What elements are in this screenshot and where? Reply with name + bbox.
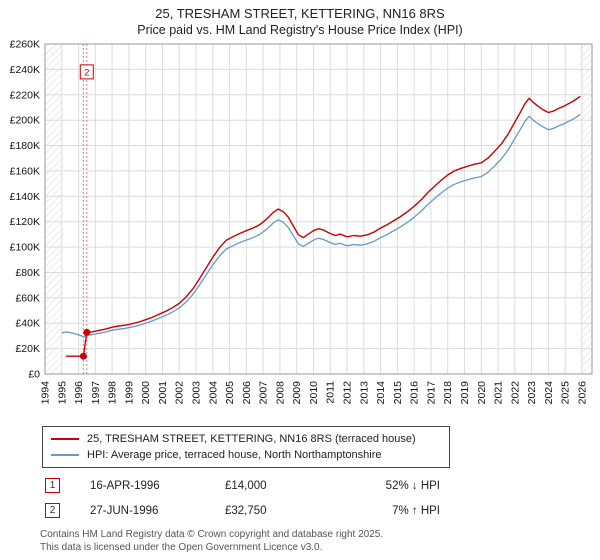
page-subtitle: Price paid vs. HM Land Registry's House … — [137, 23, 463, 37]
transaction-list: 1 16-APR-1996 £14,000 52% ↓ HPI 2 27-JUN… — [45, 473, 565, 523]
license-footer: Contains HM Land Registry data © Crown c… — [40, 529, 383, 554]
transaction-row-2: 2 27-JUN-1996 £32,750 7% ↑ HPI — [45, 498, 565, 523]
svg-text:2000: 2000 — [140, 381, 152, 405]
svg-text:2011: 2011 — [325, 381, 337, 404]
svg-text:£180K: £180K — [10, 140, 40, 152]
page-title: 25, TRESHAM STREET, KETTERING, NN16 8RS — [155, 6, 445, 21]
svg-text:£60K: £60K — [15, 292, 40, 304]
svg-text:2007: 2007 — [258, 381, 270, 405]
svg-text:2021: 2021 — [493, 381, 505, 405]
transaction-hpi-delta: 7% ↑ HPI — [392, 504, 440, 517]
svg-text:2016: 2016 — [409, 381, 421, 405]
legend-label-property: 25, TRESHAM STREET, KETTERING, NN16 8RS … — [87, 433, 416, 445]
svg-text:2019: 2019 — [459, 381, 471, 405]
red-line-swatch — [51, 438, 79, 440]
svg-text:2012: 2012 — [342, 381, 354, 405]
svg-text:£220K: £220K — [10, 89, 40, 101]
svg-text:2009: 2009 — [291, 381, 303, 405]
svg-text:£40K: £40K — [15, 318, 40, 330]
transaction-price: £32,750 — [225, 504, 267, 517]
svg-text:2003: 2003 — [191, 381, 203, 405]
svg-text:1996: 1996 — [73, 381, 85, 405]
svg-text:2018: 2018 — [442, 381, 454, 405]
svg-text:2008: 2008 — [274, 381, 286, 405]
svg-text:1998: 1998 — [107, 381, 119, 405]
svg-text:£20K: £20K — [15, 343, 40, 355]
svg-text:2020: 2020 — [476, 381, 488, 405]
transaction-hpi-delta: 52% ↓ HPI — [385, 479, 440, 492]
svg-text:£260K: £260K — [10, 39, 40, 51]
svg-text:2025: 2025 — [560, 381, 572, 405]
svg-text:£0: £0 — [28, 369, 40, 381]
transaction-row-1: 1 16-APR-1996 £14,000 52% ↓ HPI — [45, 473, 565, 498]
svg-text:2: 2 — [84, 67, 89, 78]
price-history-chart: 2 £0 £20K £40K £60K £80K £100K £120K £140K £160K £… — [10, 39, 593, 405]
transaction-date: 27-JUN-1996 — [90, 504, 159, 517]
svg-text:2022: 2022 — [509, 381, 521, 405]
svg-text:2023: 2023 — [526, 381, 538, 405]
legend-item-hpi: HPI: Average price, terraced house, Nort… — [51, 447, 441, 463]
svg-text:£140K: £140K — [10, 191, 40, 203]
svg-text:£80K: £80K — [15, 267, 40, 279]
svg-text:2026: 2026 — [576, 381, 588, 405]
svg-text:2024: 2024 — [543, 381, 555, 405]
svg-text:1997: 1997 — [90, 381, 102, 405]
footer-line-2: This data is licensed under the Open Gov… — [40, 541, 323, 553]
legend: 25, TRESHAM STREET, KETTERING, NN16 8RS … — [42, 426, 450, 468]
svg-text:£160K: £160K — [10, 165, 40, 177]
svg-text:1994: 1994 — [40, 381, 52, 405]
svg-text:2004: 2004 — [207, 381, 219, 405]
svg-text:£100K: £100K — [10, 242, 40, 254]
svg-text:£120K: £120K — [10, 216, 40, 228]
footer-line-1: Contains HM Land Registry data © Crown c… — [40, 529, 384, 540]
transaction-number-badge: 2 — [45, 503, 60, 518]
transaction-price: £14,000 — [225, 479, 267, 492]
svg-text:£240K: £240K — [10, 64, 40, 76]
svg-text:2002: 2002 — [174, 381, 186, 405]
svg-text:1995: 1995 — [56, 381, 68, 405]
transaction-number-badge: 1 — [45, 478, 60, 493]
svg-text:2006: 2006 — [241, 381, 253, 405]
svg-text:2001: 2001 — [157, 381, 169, 405]
blue-line-swatch — [51, 454, 79, 456]
legend-label-hpi: HPI: Average price, terraced house, Nort… — [87, 449, 382, 461]
svg-text:1999: 1999 — [123, 381, 135, 405]
svg-text:2014: 2014 — [375, 381, 387, 405]
svg-text:2005: 2005 — [224, 381, 236, 405]
transaction-date: 16-APR-1996 — [90, 479, 160, 492]
svg-text:2015: 2015 — [392, 381, 404, 405]
svg-text:2013: 2013 — [358, 381, 370, 405]
svg-text:£200K: £200K — [10, 115, 40, 127]
svg-text:2010: 2010 — [308, 381, 320, 405]
legend-item-property: 25, TRESHAM STREET, KETTERING, NN16 8RS … — [51, 431, 441, 447]
svg-text:2017: 2017 — [425, 381, 437, 405]
